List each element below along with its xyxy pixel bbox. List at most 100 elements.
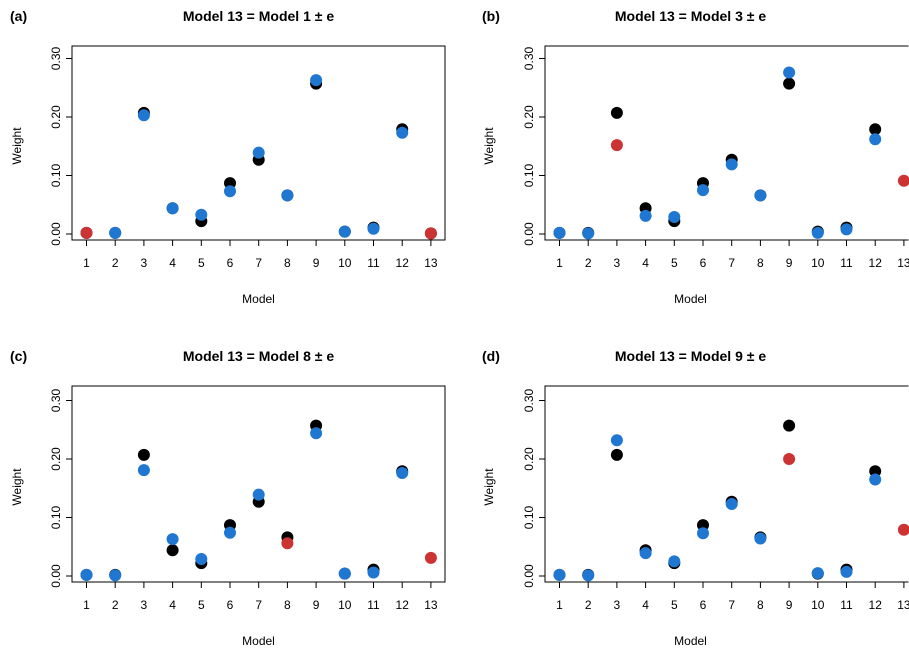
x-tick-label: 5	[198, 598, 205, 612]
blue-point	[754, 532, 767, 545]
blue-point	[137, 109, 150, 122]
blue-point	[310, 74, 323, 87]
panel-label: (d)	[482, 348, 500, 364]
y-axis-title: Weight	[482, 468, 496, 506]
y-axis-title: Weight	[482, 127, 496, 165]
x-tick-label: 8	[757, 598, 764, 612]
blue-point	[869, 133, 882, 146]
x-tick-label: 4	[169, 256, 176, 270]
x-tick-label: 3	[141, 598, 148, 612]
black-point	[783, 419, 796, 432]
x-tick-label: 7	[728, 598, 735, 612]
x-tick-label: 8	[284, 598, 291, 612]
x-tick-label: 5	[198, 256, 205, 270]
x-tick-label: 6	[700, 598, 707, 612]
x-tick-label: 13	[897, 256, 909, 270]
blue-point	[109, 226, 122, 239]
x-tick-label: 8	[284, 256, 291, 270]
black-point	[166, 544, 179, 557]
x-tick-label: 3	[141, 256, 148, 270]
y-tick-label: 0.20	[522, 105, 536, 129]
blue-point	[166, 533, 179, 546]
panel-label: (a)	[10, 8, 27, 24]
blue-point	[224, 185, 236, 198]
blue-point	[195, 208, 208, 221]
x-tick-label: 9	[313, 256, 320, 270]
y-tick-label: 0.30	[49, 46, 63, 70]
y-tick-label: 0.20	[49, 105, 63, 129]
x-tick-label: 6	[227, 598, 234, 612]
plot-frame	[71, 385, 446, 583]
blue-point	[869, 473, 882, 486]
blue-point	[668, 555, 681, 568]
black-point	[137, 448, 150, 461]
blue-point	[396, 467, 409, 480]
x-tick-label: 2	[112, 598, 119, 612]
blue-point	[697, 184, 709, 197]
black-point	[783, 77, 796, 90]
blue-point	[166, 202, 179, 215]
blue-point	[367, 566, 380, 579]
x-tick-label: 10	[811, 598, 825, 612]
x-tick-label: 7	[255, 256, 262, 270]
x-tick-label: 10	[338, 256, 352, 270]
x-tick-label: 11	[367, 598, 380, 612]
y-axis-title: Weight	[10, 468, 24, 506]
blue-point	[811, 226, 824, 239]
blue-point	[840, 223, 853, 236]
y-tick-label: 0.10	[522, 505, 536, 529]
blue-point	[310, 427, 323, 440]
chart-title: Model 13 = Model 1 ± e	[183, 8, 334, 24]
red-point	[424, 227, 437, 240]
blue-point	[224, 526, 236, 539]
red-point	[424, 551, 437, 564]
x-tick-label: 1	[556, 256, 563, 270]
x-tick-label: 3	[614, 256, 621, 270]
y-tick-label: 0.20	[522, 447, 536, 471]
blue-point	[840, 565, 853, 578]
red-point	[897, 523, 909, 536]
y-tick-label: 0.30	[49, 388, 63, 412]
x-tick-label: 8	[757, 256, 764, 270]
x-tick-label: 2	[112, 256, 119, 270]
y-tick-label: 0.00	[49, 222, 63, 246]
y-tick-label: 0.30	[522, 46, 536, 70]
x-tick-label: 7	[728, 256, 735, 270]
blue-point	[811, 567, 824, 580]
blue-point	[668, 211, 681, 224]
x-tick-label: 4	[642, 598, 649, 612]
blue-point	[783, 66, 796, 79]
x-axis-title: Model	[242, 634, 275, 648]
blue-point	[725, 158, 738, 171]
y-tick-label: 0.20	[49, 447, 63, 471]
panel-label: (b)	[482, 8, 500, 24]
blue-point	[553, 568, 566, 581]
x-tick-label: 1	[83, 598, 90, 612]
x-tick-label: 12	[869, 256, 883, 270]
panel-c: (c) Model 13 = Model 8 ± e 0.00 0.10 0.20 0.3…	[10, 348, 446, 648]
x-tick-label: 4	[169, 598, 176, 612]
plot-frame	[544, 45, 909, 241]
x-tick-label: 10	[338, 598, 352, 612]
blue-point	[697, 527, 709, 540]
x-tick-label: 9	[313, 598, 320, 612]
x-tick-label: 5	[671, 598, 678, 612]
y-axis-title: Weight	[10, 127, 24, 165]
blue-point	[367, 222, 380, 235]
x-tick-label: 13	[424, 256, 438, 270]
y-tick-label: 0.00	[522, 222, 536, 246]
y-tick-label: 0.00	[49, 564, 63, 588]
chart-title: Model 13 = Model 3 ± e	[615, 8, 766, 24]
panel-a: (a) Model 13 = Model 1 ± e 0.00 0.10 0.20 0.3…	[10, 8, 446, 306]
blue-point	[338, 567, 351, 580]
blue-point	[582, 569, 595, 582]
x-tick-label: 11	[367, 256, 380, 270]
blue-point	[80, 568, 93, 581]
x-tick-label: 10	[811, 256, 825, 270]
blue-point	[396, 126, 409, 139]
plot-frame	[71, 45, 446, 241]
x-tick-label: 12	[869, 598, 883, 612]
blue-point	[553, 226, 566, 239]
blue-point	[610, 434, 623, 447]
chart-title: Model 13 = Model 9 ± e	[615, 348, 766, 364]
